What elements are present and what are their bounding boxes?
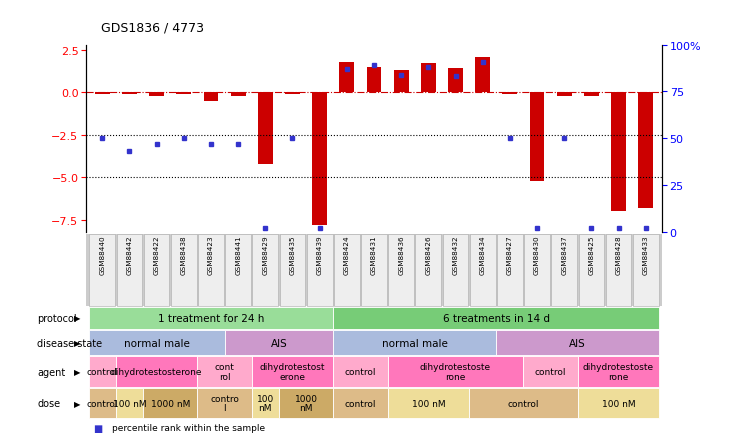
Text: agent: agent: [37, 367, 66, 377]
Text: normal male: normal male: [381, 338, 448, 348]
Text: GSM88439: GSM88439: [316, 235, 322, 275]
Text: GSM88430: GSM88430: [534, 235, 540, 275]
Text: control: control: [508, 399, 539, 408]
Bar: [393, 71, 408, 93]
Bar: [122, 93, 137, 95]
Bar: [177, 93, 191, 95]
Bar: [230, 93, 245, 96]
Text: percentile rank within the sample: percentile rank within the sample: [112, 424, 266, 432]
Bar: [503, 93, 518, 95]
Text: AIS: AIS: [271, 338, 287, 348]
Text: GSM88428: GSM88428: [616, 235, 622, 275]
Text: control: control: [535, 368, 566, 376]
Text: dihydrotestosterone: dihydrotestosterone: [111, 368, 203, 376]
Text: 100 nM: 100 nM: [113, 399, 147, 408]
Text: control: control: [345, 399, 376, 408]
Text: GSM88433: GSM88433: [643, 235, 649, 275]
Text: 1000 nM: 1000 nM: [150, 399, 190, 408]
Bar: [149, 93, 164, 96]
Text: GSM88427: GSM88427: [507, 235, 513, 275]
Text: ■: ■: [94, 423, 102, 433]
Text: 1000
nM: 1000 nM: [295, 394, 318, 412]
Text: GSM88442: GSM88442: [126, 235, 132, 275]
Text: GSM88425: GSM88425: [589, 235, 595, 275]
Text: ▶: ▶: [74, 399, 81, 408]
Text: control: control: [345, 368, 376, 376]
Text: GSM88438: GSM88438: [181, 235, 187, 275]
Text: 6 treatments in 14 d: 6 treatments in 14 d: [443, 313, 550, 323]
Text: GSM88423: GSM88423: [208, 235, 214, 275]
Text: ▶: ▶: [74, 314, 81, 322]
Text: dihydrotestoste
rone: dihydrotestoste rone: [420, 363, 491, 381]
Text: ■: ■: [94, 433, 102, 434]
Bar: [475, 57, 490, 93]
Text: GSM88434: GSM88434: [479, 235, 485, 275]
Text: ▶: ▶: [74, 339, 81, 347]
Text: cont
rol: cont rol: [215, 363, 235, 381]
Bar: [557, 93, 571, 96]
Text: disease state: disease state: [37, 338, 102, 348]
Text: control: control: [87, 368, 118, 376]
Text: 100 nM: 100 nM: [601, 399, 635, 408]
Text: GSM88432: GSM88432: [453, 235, 459, 275]
Text: ▶: ▶: [74, 368, 81, 376]
Text: GSM88435: GSM88435: [289, 235, 295, 275]
Text: GSM88424: GSM88424: [344, 235, 350, 275]
Text: protocol: protocol: [37, 313, 77, 323]
Bar: [448, 69, 463, 93]
Bar: [530, 93, 545, 181]
Text: dihydrotestost
erone: dihydrotestost erone: [260, 363, 325, 381]
Text: 1 treatment for 24 h: 1 treatment for 24 h: [158, 313, 264, 323]
Bar: [611, 93, 626, 212]
Text: 100 nM: 100 nM: [411, 399, 445, 408]
Text: GSM88441: GSM88441: [235, 235, 241, 275]
Bar: [312, 93, 327, 225]
Text: AIS: AIS: [569, 338, 586, 348]
Text: dihydrotestoste
rone: dihydrotestoste rone: [583, 363, 654, 381]
Text: GSM88440: GSM88440: [99, 235, 105, 275]
Bar: [367, 68, 381, 93]
Bar: [258, 93, 273, 164]
Bar: [203, 93, 218, 102]
Text: normal male: normal male: [123, 338, 189, 348]
Text: GSM88437: GSM88437: [561, 235, 567, 275]
Text: contro
l: contro l: [210, 394, 239, 412]
Bar: [584, 93, 599, 96]
Text: GDS1836 / 4773: GDS1836 / 4773: [101, 22, 204, 35]
Bar: [638, 93, 653, 208]
Text: GSM88436: GSM88436: [398, 235, 404, 275]
Text: GSM88426: GSM88426: [426, 235, 432, 275]
Text: GSM88429: GSM88429: [263, 235, 269, 275]
Bar: [421, 64, 436, 93]
Text: log2 ratio: log2 ratio: [112, 433, 156, 434]
Text: dose: dose: [37, 398, 61, 408]
Bar: [285, 93, 300, 95]
Text: control: control: [87, 399, 118, 408]
Text: GSM88431: GSM88431: [371, 235, 377, 275]
Text: GSM88422: GSM88422: [153, 235, 159, 275]
Bar: [95, 93, 110, 95]
Bar: [340, 62, 355, 93]
Text: 100
nM: 100 nM: [257, 394, 274, 412]
